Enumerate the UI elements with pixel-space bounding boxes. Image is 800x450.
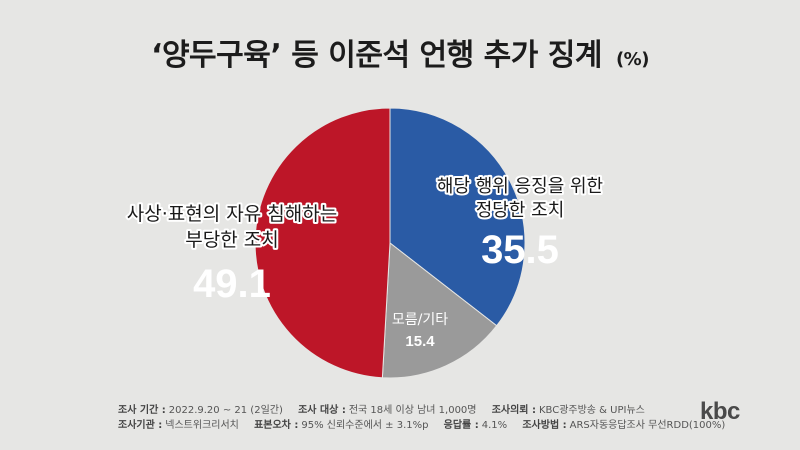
response-rate-value: 4.1% xyxy=(481,420,508,431)
survey-info-line-1: 조사 기간 :2022.9.20 ~ 21 (2일간) 조사 대상 : 전국 18… xyxy=(118,403,737,418)
slice-unjust-action-label-line-2: 부당한 조치 xyxy=(185,229,278,251)
response-rate-key: 응답률 : xyxy=(443,420,479,431)
survey-client-key: 조사의뢰 : xyxy=(491,405,536,416)
survey-method-value: ARS자동응답조사 무선RDD(100%) xyxy=(569,420,726,431)
survey-target-value: 전국 18세 이상 남녀 1,000명 xyxy=(348,405,477,416)
survey-method-key: 조사방법 : xyxy=(522,420,567,431)
survey-client-value: KBC광주방송 & UPI뉴스 xyxy=(538,405,645,416)
slice-justified-action-value: 35.5 xyxy=(481,228,559,272)
slice-unknown-other-value: 15.4 xyxy=(405,333,435,350)
survey-agency-key: 조사기관 : xyxy=(118,420,163,431)
slice-unjust-action-value: 49.1 xyxy=(193,262,271,306)
survey-period-value: 2022.9.20 ~ 21 (2일간) xyxy=(168,405,283,416)
slice-unknown-other-label-line-1: 모름/기타 xyxy=(392,312,448,328)
slice-justified-action-label-line-2: 정당한 조치 xyxy=(476,200,565,221)
slice-unknown-other xyxy=(381,242,498,379)
survey-info: 조사 기간 :2022.9.20 ~ 21 (2일간) 조사 대상 : 전국 18… xyxy=(118,403,737,433)
survey-info-line-2: 조사기관 : 넥스트위크리서치 표본오차 :95% 신뢰수준에서 ± 3.1%p … xyxy=(118,418,737,433)
slice-unjust-action-label-line-1: 사상·표현의 자유 침해하는 xyxy=(127,203,337,225)
sampling-error-key: 표본오차 : xyxy=(254,420,299,431)
survey-agency-value: 넥스트위크리서치 xyxy=(165,420,239,431)
survey-target-key: 조사 대상 : xyxy=(298,405,346,416)
slice-justified-action xyxy=(389,107,526,327)
slice-unjust-action xyxy=(254,107,391,379)
kbc-logo: kbc xyxy=(700,398,740,425)
survey-period-key: 조사 기간 : xyxy=(118,405,166,416)
chart-title: ‘양두구육’ 등 이준석 언행 추가 징계 (%) xyxy=(0,30,800,74)
chart-title-unit: (%) xyxy=(615,49,650,70)
slice-justified-action-label-line-1: 해당 행위 응징을 위한 xyxy=(437,176,603,197)
chart-title-text: ‘양두구육’ 등 이준석 언행 추가 징계 xyxy=(151,38,602,73)
sampling-error-value: 95% 신뢰수준에서 ± 3.1%p xyxy=(301,420,429,431)
